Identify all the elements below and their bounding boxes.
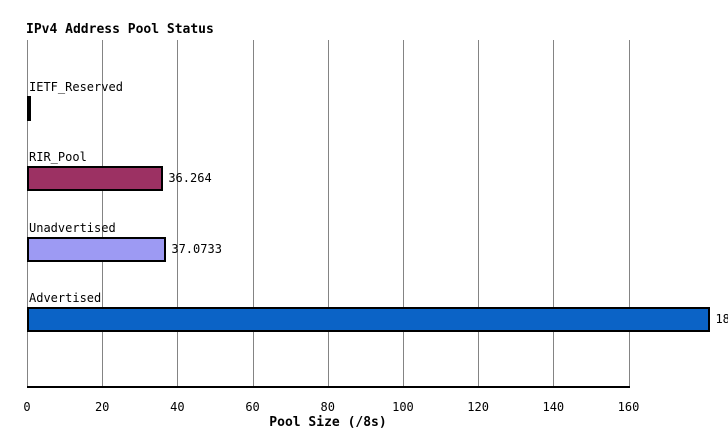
bar xyxy=(27,236,167,262)
gridline xyxy=(102,40,104,387)
gridline xyxy=(553,40,555,387)
bar xyxy=(27,96,31,121)
gridline xyxy=(252,40,254,387)
category-label: Advertised xyxy=(29,290,102,305)
x-tick-label: 120 xyxy=(467,400,489,414)
value-label: 18 xyxy=(715,311,728,326)
gridline xyxy=(402,40,404,387)
value-label: 36.264 xyxy=(168,171,212,186)
gridline xyxy=(27,40,28,387)
bar xyxy=(27,306,711,332)
x-tick-label: 40 xyxy=(170,400,185,414)
bar xyxy=(27,166,164,192)
category-label: Unadvertised xyxy=(29,220,116,235)
gridline xyxy=(478,40,480,387)
x-tick-label: 80 xyxy=(320,400,335,414)
gridline xyxy=(327,40,329,387)
category-label: RIR_Pool xyxy=(29,150,87,165)
gridline xyxy=(628,40,630,387)
x-tick-label: 60 xyxy=(245,400,260,414)
category-label: IETF_Reserved xyxy=(29,80,123,94)
x-axis-line xyxy=(27,386,630,388)
value-label: 37.0733 xyxy=(171,241,222,256)
x-tick-label: 160 xyxy=(617,400,640,414)
x-tick-label: 20 xyxy=(94,400,110,414)
x-tick-label: 0 xyxy=(23,400,31,414)
chart-title: IPv4 Address Pool Status xyxy=(26,22,214,37)
x-axis-title: Pool Size (/8s) xyxy=(269,415,387,430)
x-tick-label: 140 xyxy=(542,400,565,414)
gridline xyxy=(177,40,179,387)
x-tick-label: 100 xyxy=(392,400,414,414)
